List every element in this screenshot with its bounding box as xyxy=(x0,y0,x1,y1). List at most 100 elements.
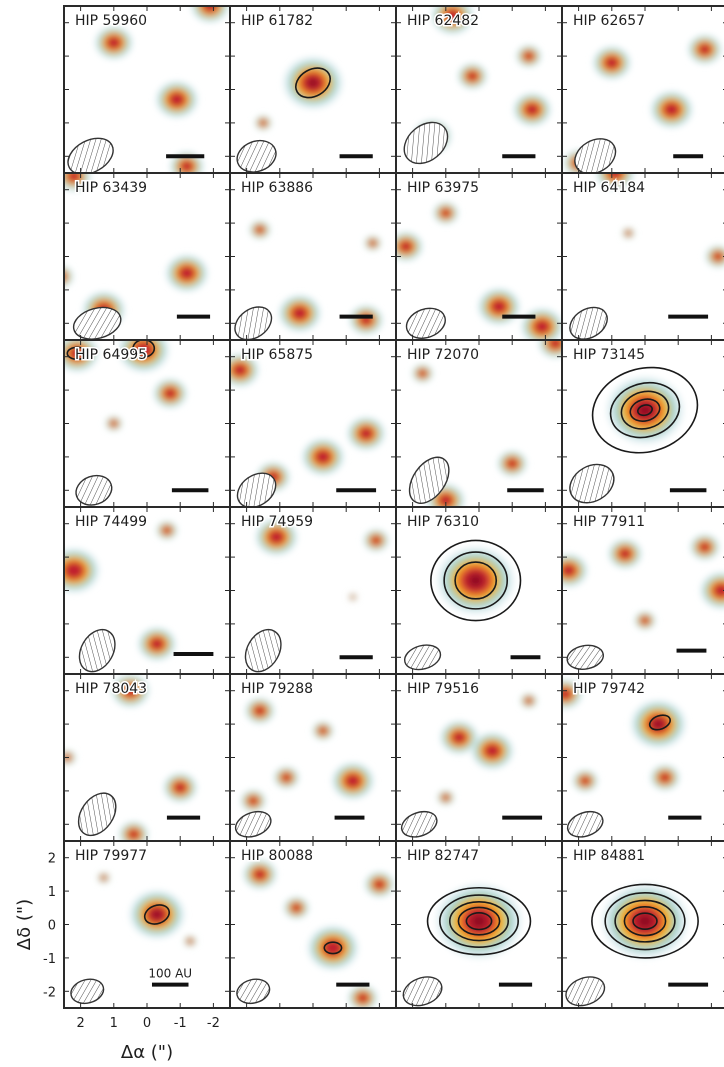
panel-label: HIP 72070 xyxy=(407,347,479,363)
emission-blob xyxy=(260,120,267,126)
beam-ellipse xyxy=(244,628,282,673)
emission-blob xyxy=(713,583,724,598)
panel-hip-79977: 100 AU HIP 79977 xyxy=(63,840,231,1009)
emission-peak xyxy=(307,78,319,88)
emission-blob xyxy=(291,903,302,912)
beam-ellipse xyxy=(569,463,615,504)
beam-ellipse xyxy=(234,306,273,340)
panel-hip-84881: HIP 84881 xyxy=(561,840,724,1009)
emission-blob xyxy=(618,548,632,560)
panel-hip-74499: HIP 74499 xyxy=(63,506,231,675)
panel-frame xyxy=(561,840,724,1009)
emission-blob xyxy=(178,266,195,281)
emission-blob xyxy=(248,796,259,806)
emission-blob xyxy=(358,427,374,440)
panel-hip-64995: HIP 64995 xyxy=(63,339,231,508)
emission-blob xyxy=(548,340,562,349)
emission-map xyxy=(603,884,687,958)
flux-contour xyxy=(620,390,670,430)
flux-contour xyxy=(614,899,676,943)
panel-hip-82747: HIP 82747 xyxy=(395,840,563,1009)
emission-blob xyxy=(506,458,518,469)
emission-blob xyxy=(604,56,619,70)
x-tick-label: -1 xyxy=(174,1016,187,1031)
emission-map xyxy=(64,674,197,841)
y-tick-label: 1 xyxy=(48,885,56,900)
emission-blob xyxy=(344,773,361,788)
panel-hip-76310: HIP 76310 xyxy=(395,506,563,675)
emission-blob xyxy=(101,875,107,880)
emission-peak xyxy=(653,719,664,729)
emission-blob xyxy=(281,773,292,782)
emission-blob xyxy=(490,299,507,314)
panel-hip-80088: HIP 80088 xyxy=(229,840,397,1009)
emission-blob xyxy=(149,637,165,651)
panel-label: HIP 61782 xyxy=(241,13,313,29)
flux-contour xyxy=(295,67,331,99)
emission-map xyxy=(562,534,724,630)
panel-hip-59960: HIP 59960 xyxy=(63,5,231,174)
beam-ellipse xyxy=(236,978,271,1005)
emission-map xyxy=(396,202,562,340)
panel-hip-79288: HIP 79288 xyxy=(229,673,397,842)
flux-contour xyxy=(439,894,519,949)
x-axis-label: Δα (") xyxy=(121,1042,173,1063)
emission-map xyxy=(562,679,686,792)
emission-blob xyxy=(442,794,449,801)
emission-blob xyxy=(168,92,185,107)
x-tick-label: -2 xyxy=(207,1016,220,1031)
beam-ellipse xyxy=(566,810,604,838)
emission-blob xyxy=(67,173,81,182)
flux-contour xyxy=(143,904,171,925)
panel-label: HIP 62482 xyxy=(407,13,479,29)
flux-contour xyxy=(637,404,653,417)
emission-map xyxy=(437,693,538,805)
emission-map xyxy=(64,521,178,661)
emission-blob xyxy=(173,781,187,794)
emission-blob xyxy=(373,879,385,890)
flux-contour xyxy=(454,561,498,600)
panel-label: HIP 77911 xyxy=(573,514,645,530)
panel-hip-65875: HIP 65875 xyxy=(229,339,397,508)
emission-map xyxy=(64,340,188,431)
y-tick-label: 2 xyxy=(48,852,56,867)
emission-blob xyxy=(484,743,501,758)
beam-ellipse xyxy=(72,306,122,340)
panel-label: HIP 82747 xyxy=(407,848,479,864)
emission-blob xyxy=(626,231,631,236)
panel-label: HIP 84881 xyxy=(573,848,645,864)
panel-hip-73145: HIP 73145 xyxy=(561,339,724,508)
beam-ellipse xyxy=(403,644,442,671)
emission-blob xyxy=(253,868,267,880)
panel-hip-62482: HIP 62482 xyxy=(395,5,563,174)
beam-ellipse xyxy=(569,306,608,340)
panel-hip-72070: HIP 72070 xyxy=(395,339,563,508)
y-tick-label: 0 xyxy=(48,919,56,934)
emission-blob xyxy=(357,993,369,1003)
axes: 2 1 0 -1 -2 2 1 0 -1 -2 Δα (") Δδ (") xyxy=(14,852,220,1063)
emission-blob xyxy=(369,240,376,246)
panel-label: HIP 64995 xyxy=(75,347,147,363)
emission-peak xyxy=(637,914,653,928)
panel-hip-63886: HIP 63886 xyxy=(229,172,397,341)
y-axis-label: Δδ (") xyxy=(14,899,35,950)
emission-blob xyxy=(438,494,453,507)
emission-peak xyxy=(638,404,652,417)
beam-ellipse xyxy=(408,456,450,504)
emission-peak xyxy=(152,910,162,919)
panel-label: HIP 74959 xyxy=(241,514,313,530)
emission-map xyxy=(249,220,383,335)
emission-blob xyxy=(713,252,723,261)
emission-map xyxy=(607,377,683,444)
emission-blob xyxy=(699,542,711,552)
panel-hip-79742: HIP 79742 xyxy=(561,673,724,842)
emission-blob xyxy=(314,449,331,464)
emission-blob xyxy=(663,102,680,117)
panel-grid: HIP 59960 HIP 61782 HIP 62482 HIP 62657 HIP … xyxy=(63,5,724,1009)
beam-ellipse xyxy=(403,121,449,165)
beam-ellipse xyxy=(402,976,443,1007)
emission-map xyxy=(240,697,374,812)
emission-blob xyxy=(163,387,177,400)
flux-contour xyxy=(323,941,343,955)
